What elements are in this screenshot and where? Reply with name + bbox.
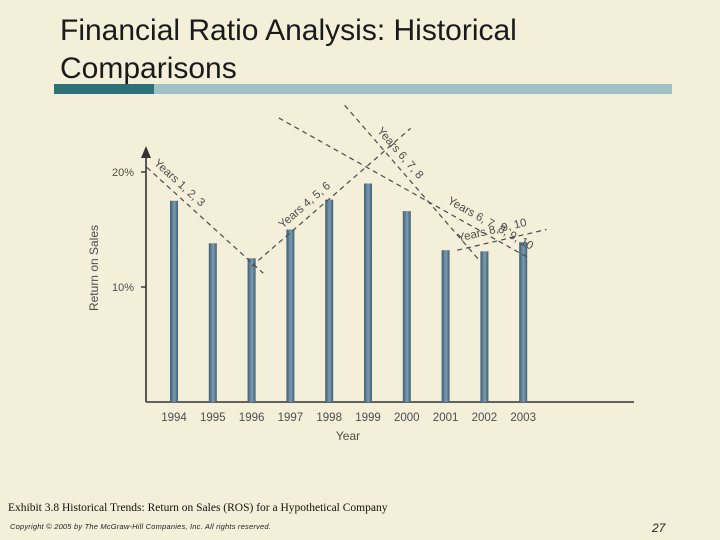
bar — [441, 250, 450, 402]
x-tick-label: 1999 — [355, 412, 381, 424]
y-axis-arrow — [141, 146, 151, 158]
y-axis-label: Return on Sales — [87, 225, 101, 311]
x-tick-label: 1997 — [278, 412, 304, 424]
copyright-notice: Copyright © 2005 by The McGraw-Hill Comp… — [10, 522, 271, 531]
x-tick-label: 1996 — [239, 412, 265, 424]
trend-line — [251, 127, 412, 267]
x-axis-label: Year — [336, 429, 360, 443]
trend-line — [278, 117, 528, 258]
bar — [402, 211, 411, 402]
trend-line — [457, 228, 547, 251]
x-tick-label: 2002 — [472, 412, 498, 424]
bar — [247, 258, 256, 402]
slide-title: Financial Ratio Analysis: Historical Com… — [60, 14, 517, 85]
x-tick-label: 1995 — [200, 412, 226, 424]
x-tick-label: 2003 — [510, 412, 536, 424]
bar — [325, 199, 334, 402]
exhibit-caption: Exhibit 3.8 Historical Trends: Return on… — [8, 502, 388, 514]
title-rule-dark — [54, 84, 154, 94]
page-number: 27 — [652, 521, 666, 535]
bar — [519, 242, 528, 402]
y-tick-label: 20% — [112, 167, 134, 179]
y-tick-label: 10% — [112, 282, 134, 294]
x-tick-label: 1998 — [316, 412, 342, 424]
bar — [480, 251, 489, 402]
bar — [286, 229, 295, 402]
x-tick-label: 2000 — [394, 412, 420, 424]
x-tick-label: 1994 — [161, 412, 187, 424]
bar — [170, 200, 178, 402]
trend-line — [344, 104, 481, 263]
trend-line-label: Years 4, 5, 6 — [277, 180, 333, 231]
bar — [364, 183, 372, 402]
trend-line-label: Years 1, 2, 3 — [151, 157, 207, 209]
bar — [208, 243, 217, 402]
x-tick-label: 2001 — [433, 412, 459, 424]
title-rule-light — [154, 84, 672, 94]
trend-line — [146, 166, 264, 274]
